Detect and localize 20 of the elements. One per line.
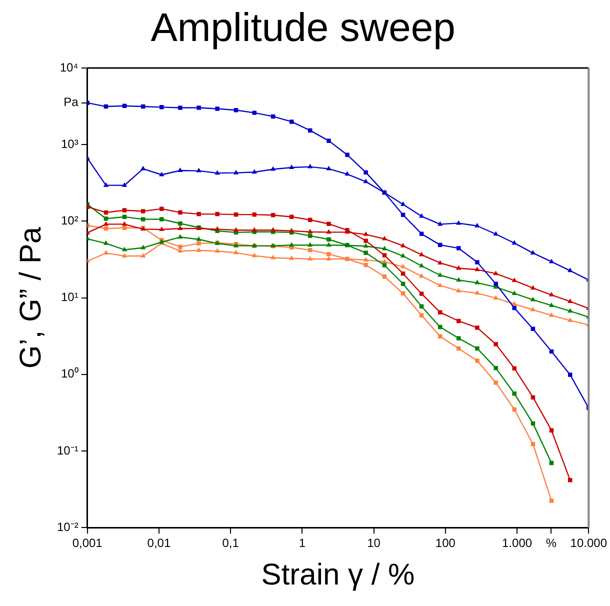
y-tick-label: Pa (64, 95, 79, 110)
x-axis-title: Strain γ / % (261, 558, 415, 592)
x-tick-label: 10 (367, 536, 381, 550)
y-tick-label: 10² (61, 214, 78, 228)
y-tick-label: 10⁻² (57, 520, 78, 534)
x-tick-label: 100 (435, 536, 456, 550)
x-tick-label: 1.000 (502, 536, 532, 550)
y-tick-label: 10³ (61, 136, 78, 151)
y-tick-label: 10⁻¹ (57, 443, 78, 458)
x-tick-label: 10.000 (570, 536, 608, 550)
x-tick-label: 0,1 (222, 536, 240, 550)
x-tick-label: 0,01 (147, 536, 171, 550)
y-tick-label: 10⁰ (60, 366, 78, 381)
y-axis-title: G’, G” / Pa (14, 226, 48, 369)
chart-title: Amplitude sweep (150, 6, 456, 50)
x-tick-label: 1 (298, 536, 306, 550)
y-tick-label: 10¹ (61, 290, 78, 304)
x-tick-label: 0,001 (72, 536, 103, 550)
x-tick-label: % (546, 536, 557, 550)
y-tick-label: 10⁴ (60, 60, 78, 74)
